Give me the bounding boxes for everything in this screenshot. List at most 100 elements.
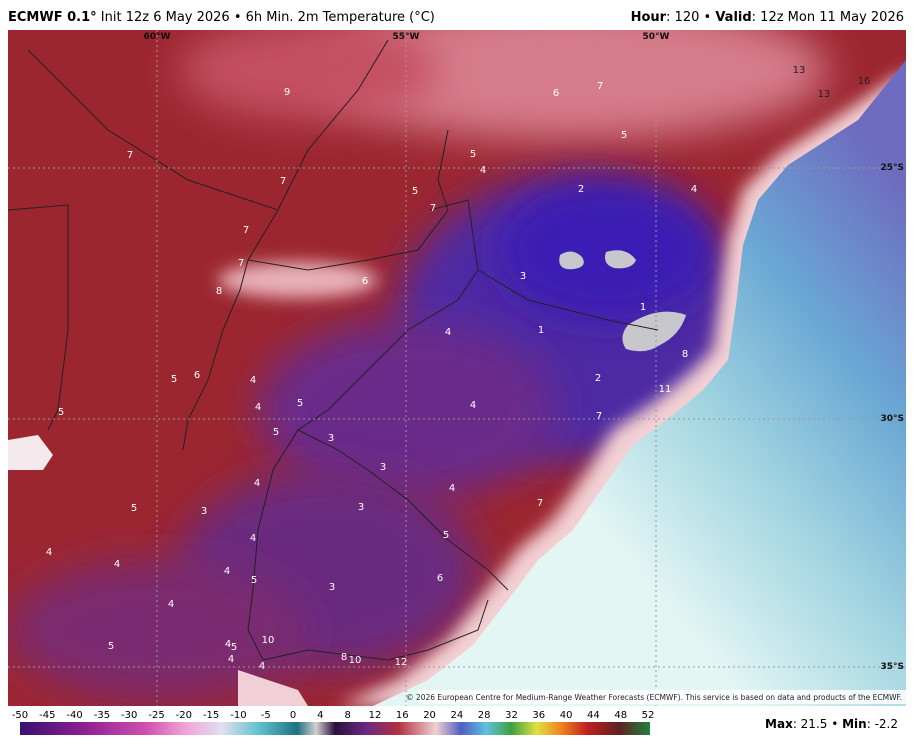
- grid-label: 35°S: [880, 662, 904, 672]
- temperature-value: 4: [470, 400, 476, 411]
- border: [27, 49, 279, 451]
- colorbar-tick-label: 28: [478, 710, 491, 721]
- map: © 2026 European Centre for Medium-Range …: [8, 30, 906, 706]
- temperature-value: 5: [171, 374, 177, 385]
- colorbar-tick-label: -35: [94, 710, 110, 721]
- temperature-value: 7: [243, 225, 249, 236]
- temperature-value: 7: [430, 203, 436, 214]
- temperature-value: 8: [216, 286, 222, 297]
- copyright-bg: [418, 690, 906, 704]
- colorbar-tick-label: -50: [12, 710, 28, 721]
- colorbar-tick-label: -25: [148, 710, 164, 721]
- temperature-value: 4: [46, 547, 52, 558]
- grid-label: 50°W: [643, 32, 670, 42]
- colorbar-tick-label: -40: [66, 710, 82, 721]
- min-label: Min: [842, 717, 867, 731]
- temperature-value: 5: [297, 398, 303, 409]
- temperature-value: 5: [412, 186, 418, 197]
- copyright: © 2026 European Centre for Medium-Range …: [406, 693, 902, 702]
- temperature-value: 9: [284, 87, 290, 98]
- temperature-value: 11: [659, 384, 672, 395]
- colorbar-tick-label: 24: [451, 710, 464, 721]
- colorbar-tick-label: -10: [230, 710, 246, 721]
- temperature-value: 4: [250, 375, 256, 386]
- temperature-value: 7: [596, 411, 602, 422]
- temperature-value: 2: [595, 373, 601, 384]
- temperature-value: 3: [201, 506, 207, 517]
- map-layers: [8, 30, 906, 706]
- temperature-value: 5: [470, 149, 476, 160]
- temperature-value: 6: [553, 88, 559, 99]
- high-terrain: [605, 250, 636, 269]
- colorbar-tick-label: 40: [560, 710, 573, 721]
- colorbar-tick-label: 8: [344, 710, 350, 721]
- max-value: : 21.5 •: [792, 717, 839, 731]
- temperature-value: 4: [250, 533, 256, 544]
- cold-area: [498, 180, 718, 320]
- temperature-value: 4: [259, 661, 265, 672]
- colorbar-tick-label: 16: [396, 710, 409, 721]
- temperature-value: 5: [443, 530, 449, 541]
- temperature-value: 4: [225, 639, 231, 650]
- colorbar-tick-label: 48: [614, 710, 627, 721]
- temperature-value: 2: [578, 184, 584, 195]
- temperature-value: 1: [538, 325, 544, 336]
- temperature-value: 3: [328, 433, 334, 444]
- estuary: [238, 670, 308, 706]
- temperature-value: 5: [108, 641, 114, 652]
- temperature-value: 7: [238, 258, 244, 269]
- grid-label: 25°S: [880, 163, 904, 173]
- temperature-value: 7: [127, 150, 133, 161]
- colorbar-tick-label: -20: [176, 710, 192, 721]
- colorbar-tick-label: 0: [290, 710, 296, 721]
- warm-north: [178, 30, 438, 120]
- header: ECMWF 0.1° Init 12z 6 May 2026 • 6h Min.…: [0, 0, 914, 30]
- temperature-value: 4: [449, 483, 455, 494]
- cold-area: [258, 320, 558, 500]
- header-title: Init 12z 6 May 2026 • 6h Min. 2m Tempera…: [100, 10, 435, 25]
- border: [277, 39, 389, 211]
- colorbar-tick-label: -5: [261, 710, 271, 721]
- colorbar-tick-label: 32: [505, 710, 518, 721]
- colorbar-tick-label: 20: [423, 710, 436, 721]
- border: [297, 429, 509, 591]
- temperature-value: 16: [858, 76, 871, 87]
- grid-label: 55°W: [393, 32, 420, 42]
- temperature-value: 3: [380, 462, 386, 473]
- temperature-value: 8: [682, 349, 688, 360]
- temperature-value: 13: [793, 65, 806, 76]
- temperature-value: 4: [255, 402, 261, 413]
- temperature-value: 7: [597, 81, 603, 92]
- temperature-value: 10: [349, 655, 362, 666]
- temperature-value: 3: [520, 271, 526, 282]
- warm-north: [308, 30, 828, 140]
- high-terrain: [622, 311, 686, 352]
- temperature-value: 4: [228, 654, 234, 665]
- temperature-value: 6: [437, 573, 443, 584]
- temperature-value: 6: [362, 276, 368, 287]
- temperature-value: 5: [273, 427, 279, 438]
- temperature-value: 5: [621, 130, 627, 141]
- temperature-value: 6: [194, 370, 200, 381]
- colorbar-tick-label: 44: [587, 710, 600, 721]
- colorbar-tick-label: -45: [39, 710, 55, 721]
- grid-label: 30°S: [880, 414, 904, 424]
- high-terrain: [559, 251, 584, 270]
- temperature-value: 7: [280, 176, 286, 187]
- temperature-value: 4: [168, 599, 174, 610]
- temperature-value: 3: [329, 582, 335, 593]
- header-right: Hour: 120 • Valid: 12z Mon 11 May 2026: [631, 10, 904, 25]
- border: [262, 599, 489, 661]
- ocean: [373, 60, 906, 706]
- temperature-value: 4: [480, 165, 486, 176]
- colorbar-tick-label: 4: [317, 710, 323, 721]
- max-label: Max: [765, 717, 793, 731]
- temperature-value: 4: [224, 566, 230, 577]
- colorbar-tick-label: -30: [121, 710, 137, 721]
- borders: [8, 39, 659, 661]
- model-name: ECMWF 0.1°: [8, 10, 97, 25]
- border: [8, 204, 69, 431]
- header-left: ECMWF 0.1° Init 12z 6 May 2026 • 6h Min.…: [8, 10, 435, 25]
- temperature-value: 4: [114, 559, 120, 570]
